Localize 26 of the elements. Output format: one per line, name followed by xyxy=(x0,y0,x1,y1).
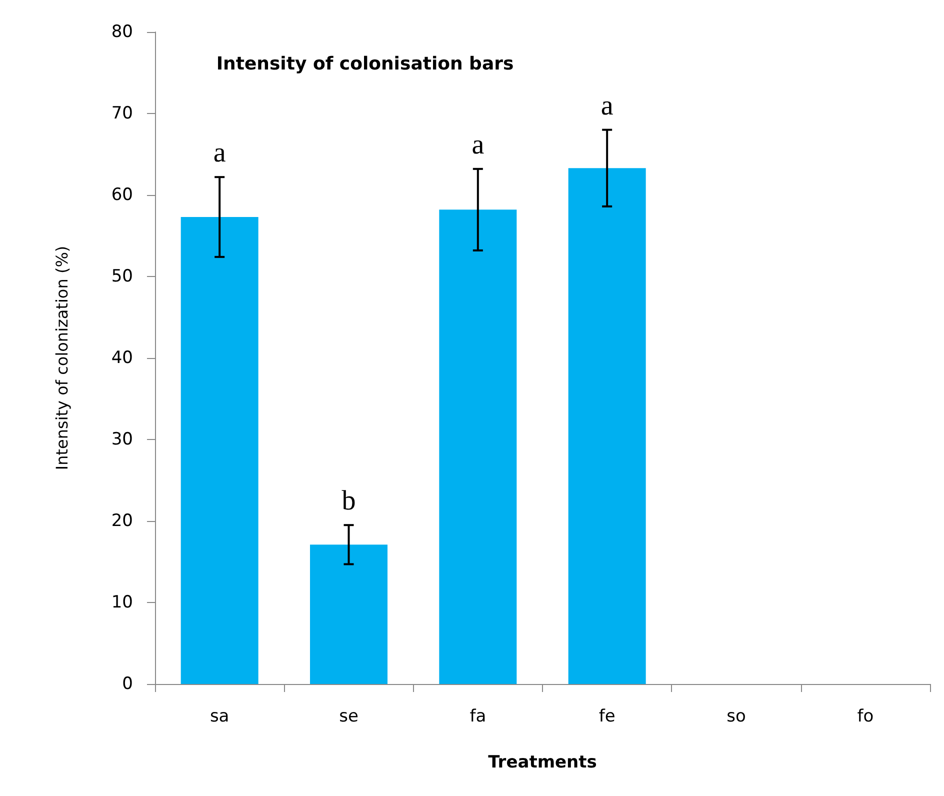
annotation: a xyxy=(472,129,485,160)
x-tick-label: fe xyxy=(598,706,616,726)
bar xyxy=(568,168,646,684)
y-tick-label: 50 xyxy=(111,266,133,286)
x-axis-title: Treatments xyxy=(488,752,597,772)
annotation: a xyxy=(600,90,614,122)
y-tick-label: 20 xyxy=(111,511,133,531)
x-tick-label: fa xyxy=(470,706,486,726)
y-axis-title: Intensity of colonization (%) xyxy=(52,246,72,470)
annotation: a xyxy=(213,138,226,169)
x-tick-label: so xyxy=(726,706,746,726)
bar xyxy=(180,217,258,684)
x-tick-label: fo xyxy=(857,706,874,726)
y-tick-label: 30 xyxy=(111,430,133,450)
x-tick-label: se xyxy=(339,706,358,726)
y-tick-label: 0 xyxy=(122,674,133,694)
annotation: b xyxy=(342,486,356,517)
bar xyxy=(310,544,388,684)
y-tick-label: 80 xyxy=(111,22,133,42)
bar xyxy=(439,210,517,684)
y-tick-label: 60 xyxy=(111,185,133,205)
text: Intensity of colonisation bars xyxy=(216,54,514,74)
y-tick-label: 40 xyxy=(111,348,133,368)
x-tick-label: sa xyxy=(210,706,230,726)
y-tick-label: 10 xyxy=(111,592,133,612)
y-tick-label: 70 xyxy=(111,104,133,124)
